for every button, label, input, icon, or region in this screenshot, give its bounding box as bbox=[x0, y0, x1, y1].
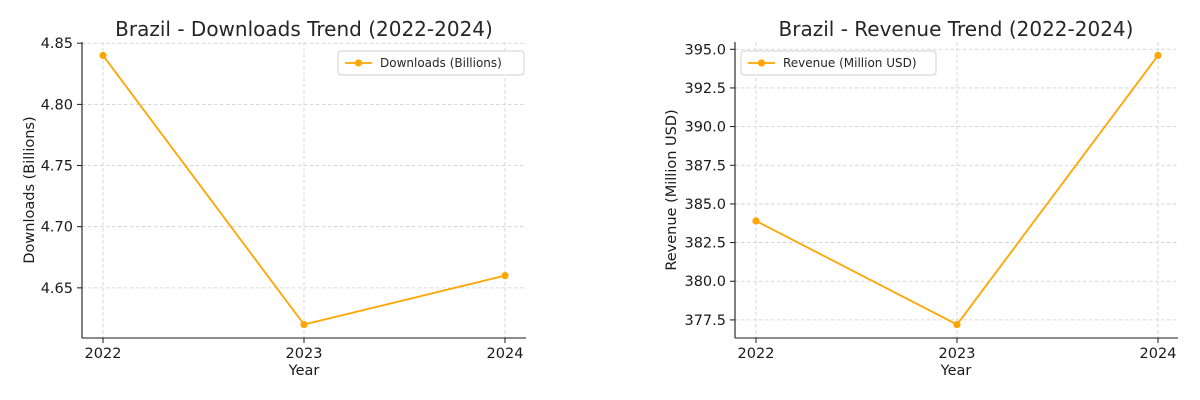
x-tick-label: 2023 bbox=[939, 346, 976, 362]
y-tick-label: 392.5 bbox=[684, 81, 726, 97]
data-point bbox=[99, 51, 107, 60]
downloads-chart: Brazil - Downloads Trend (2022-2024) 4.6… bbox=[22, 17, 526, 379]
y-tick-label: 4.65 bbox=[41, 281, 73, 297]
data-point bbox=[501, 272, 509, 280]
y-tick-label: 387.5 bbox=[684, 158, 726, 174]
x-tick-label: 2022 bbox=[85, 346, 122, 362]
grid bbox=[735, 42, 1178, 338]
legend-marker-swatch bbox=[757, 59, 766, 67]
x-axis-title: Year bbox=[288, 363, 320, 379]
data-point bbox=[1154, 51, 1162, 60]
legend-label: Revenue (Million USD) bbox=[783, 56, 917, 70]
y-axis-title: Revenue (Million USD) bbox=[664, 109, 680, 270]
y-tick-label: 4.70 bbox=[41, 220, 73, 236]
legend: Revenue (Million USD) bbox=[740, 50, 937, 76]
y-tick-label: 395.0 bbox=[684, 42, 726, 58]
legend-frame bbox=[740, 50, 937, 76]
ticks: 4.65 4.70 4.75 4.80 4.85 2022 2023 2024 bbox=[41, 36, 524, 362]
grid bbox=[82, 42, 526, 338]
series-layer bbox=[99, 51, 509, 329]
y-tick-label: 4.75 bbox=[41, 159, 73, 175]
y-tick-label: 4.80 bbox=[41, 97, 73, 113]
data-point bbox=[752, 217, 760, 225]
x-tick-label: 2022 bbox=[738, 346, 775, 362]
data-point bbox=[300, 320, 308, 329]
legend: Downloads (Billions) bbox=[337, 50, 525, 76]
y-tick-label: 4.85 bbox=[41, 36, 73, 52]
y-tick-label: 382.5 bbox=[684, 236, 726, 252]
y-tick-label: 385.0 bbox=[684, 197, 726, 213]
x-tick-label: 2024 bbox=[1140, 346, 1177, 362]
series-layer bbox=[752, 51, 1162, 329]
x-tick-label: 2023 bbox=[286, 346, 323, 362]
x-axis-title: Year bbox=[940, 363, 972, 379]
y-tick-label: 380.0 bbox=[684, 274, 726, 290]
legend-marker-swatch bbox=[354, 59, 363, 67]
x-tick-label: 2024 bbox=[487, 346, 524, 362]
y-tick-label: 377.5 bbox=[684, 313, 726, 329]
y-axis-title: Downloads (Billions) bbox=[22, 116, 38, 263]
chart-title: Brazil - Downloads Trend (2022-2024) bbox=[115, 17, 493, 41]
ticks: 377.5 380.0 382.5 385.0 387.5 390.0 392.5 395.0… bbox=[684, 42, 1176, 362]
revenue-chart: Brazil - Revenue Trend (2022-2024) 377.5… bbox=[664, 17, 1178, 379]
legend-frame bbox=[337, 50, 525, 76]
data-point bbox=[953, 320, 961, 329]
y-tick-label: 390.0 bbox=[684, 120, 726, 136]
legend-label: Downloads (Billions) bbox=[380, 56, 502, 70]
chart-title: Brazil - Revenue Trend (2022-2024) bbox=[779, 17, 1134, 41]
